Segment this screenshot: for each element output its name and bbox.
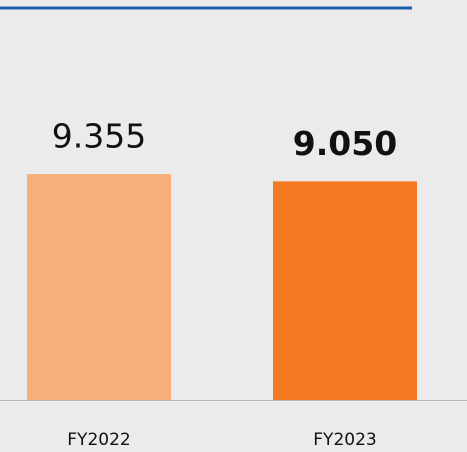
data-label: 9.050 — [293, 124, 397, 163]
x-tick-label: FY2022 — [67, 430, 130, 450]
data-label: 9.355 — [52, 117, 146, 156]
x-tick-label: FY2023 — [313, 430, 376, 450]
bar — [273, 181, 417, 400]
bar — [27, 174, 171, 400]
